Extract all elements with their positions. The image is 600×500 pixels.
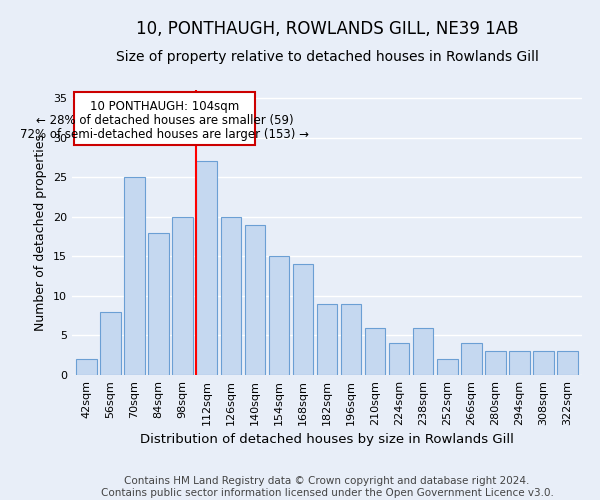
Bar xyxy=(389,344,409,375)
Bar xyxy=(533,351,554,375)
Bar xyxy=(221,216,241,375)
Text: ← 28% of detached houses are smaller (59): ← 28% of detached houses are smaller (59… xyxy=(36,114,293,126)
X-axis label: Distribution of detached houses by size in Rowlands Gill: Distribution of detached houses by size … xyxy=(140,434,514,446)
Bar xyxy=(100,312,121,375)
Text: 10 PONTHAUGH: 104sqm: 10 PONTHAUGH: 104sqm xyxy=(90,100,239,112)
Y-axis label: Number of detached properties: Number of detached properties xyxy=(34,134,47,331)
Bar xyxy=(269,256,289,375)
Bar xyxy=(172,216,193,375)
Bar xyxy=(557,351,578,375)
Text: 72% of semi-detached houses are larger (153) →: 72% of semi-detached houses are larger (… xyxy=(20,128,309,141)
FancyBboxPatch shape xyxy=(74,92,255,146)
Bar xyxy=(293,264,313,375)
Bar xyxy=(148,232,169,375)
Bar xyxy=(124,177,145,375)
Bar xyxy=(245,224,265,375)
Bar xyxy=(413,328,433,375)
Bar xyxy=(76,359,97,375)
Bar xyxy=(485,351,506,375)
Text: 10, PONTHAUGH, ROWLANDS GILL, NE39 1AB: 10, PONTHAUGH, ROWLANDS GILL, NE39 1AB xyxy=(136,20,518,38)
Bar xyxy=(509,351,530,375)
Bar xyxy=(461,344,482,375)
Text: Contains HM Land Registry data © Crown copyright and database right 2024.
Contai: Contains HM Land Registry data © Crown c… xyxy=(101,476,553,498)
Bar xyxy=(341,304,361,375)
Bar xyxy=(365,328,385,375)
Text: Size of property relative to detached houses in Rowlands Gill: Size of property relative to detached ho… xyxy=(116,50,538,64)
Bar xyxy=(437,359,458,375)
Bar xyxy=(196,161,217,375)
Bar xyxy=(317,304,337,375)
